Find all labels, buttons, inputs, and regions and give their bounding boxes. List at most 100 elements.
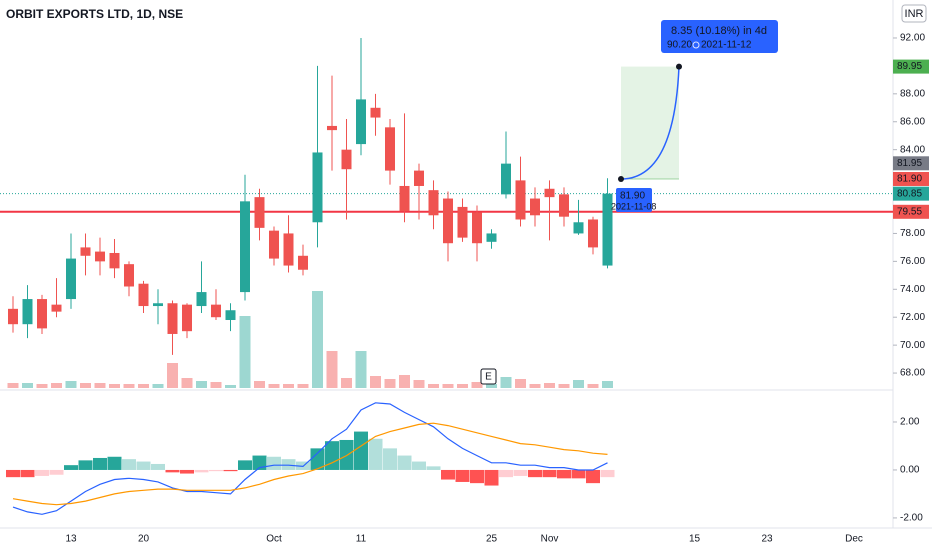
candle-body [399,185,410,212]
price-tag-label: 89.95 [897,61,922,72]
volume-bar [428,384,439,388]
macd-line [12,422,608,506]
histogram-bar [252,455,267,470]
volume-bar [80,383,91,388]
candle-body [385,127,395,171]
histogram-bar [499,469,513,478]
volume-bar [602,381,613,388]
candle-body [22,299,33,325]
candle-body [95,251,105,262]
histogram-bar [165,469,180,473]
volume-bar [210,382,222,388]
start-label-box [616,187,652,212]
volume-bar [399,375,410,388]
histogram-bar [426,466,441,470]
candle-body [80,247,91,256]
macd-line [12,402,608,515]
volume-bar [471,382,483,388]
candle-body [588,219,598,248]
histogram-bar [441,469,455,480]
candle-body [51,304,62,312]
y-tick-label: 78.00 [900,228,925,239]
histogram-bar [194,469,209,473]
tooltip-price: 90.20 [667,40,692,51]
currency-button[interactable] [901,4,927,23]
y-tick-label: 76.00 [900,256,925,267]
histogram-bar [136,461,151,470]
candle-body [544,188,555,198]
histogram-bar [107,456,122,470]
histogram-bar [267,456,281,470]
histogram-bar [470,469,484,484]
histogram-bar [455,469,470,482]
candle-body [501,163,511,195]
candle-body [153,303,163,307]
candle-body [312,152,323,223]
histogram-bar [93,457,107,470]
currency[interactable]: INR [905,8,924,20]
candle-body [124,264,134,287]
event-box [480,368,497,385]
y-tick-label: 74.00 [900,284,925,295]
volume-bar [109,384,120,388]
chart-title: ORBIT EXPORTS LTD, 1D, NSE [6,7,183,21]
y-tick-label: 70.00 [900,340,925,351]
event-marker: E [485,372,492,383]
histogram-bar [354,431,368,470]
x-tick-label: Dec [845,534,863,545]
histogram-bar [209,469,223,472]
volume-bar [7,383,19,388]
candle-body [370,107,381,118]
candle-body [327,125,337,131]
tooltip-box [661,20,778,53]
candle-body [443,198,453,244]
price-tag [893,156,929,171]
histogram-bar [571,469,586,479]
candle-body [167,303,178,334]
candle-body [182,304,192,332]
candle-body [211,304,221,318]
histogram-bar [180,469,194,474]
volume-bar [500,377,512,388]
candle-body [269,230,279,259]
volume-bar [529,384,541,388]
histogram-bar [78,460,93,470]
y-tick-label: 68.00 [900,368,925,379]
volume-bar [355,351,367,388]
candle-body [37,299,47,329]
histogram-bar [542,469,557,478]
x-tick-label: 20 [138,534,150,545]
projection-end [676,63,682,70]
histogram-bar [383,448,397,470]
candle-body [602,193,613,266]
price-tag [893,186,929,201]
volume-bar [196,381,207,388]
candle-body [109,252,120,269]
y-tick-label: 84.00 [900,144,925,155]
tooltip-date: 2021-11-12 [701,40,752,51]
volume-bar [544,383,555,388]
volume-bar [65,381,77,388]
volume-bar [283,384,294,388]
volume-bar [413,380,425,388]
histogram-bar [586,469,600,484]
candle-body [298,255,308,270]
volume-bar [225,385,236,388]
volume-bar [36,384,48,388]
candle-body [240,201,250,293]
candle-body [414,170,424,186]
histogram-bar [281,459,296,470]
y-tick-label: -2.00 [900,513,923,524]
price-tag [893,171,929,186]
y-tick-label: 0.00 [900,465,920,476]
volume-bar [152,384,164,388]
price-tag-label: 81.90 [897,174,922,185]
volume-bar [123,384,135,388]
candle-body [573,222,584,234]
volume-bar [268,384,280,388]
candle-body [515,180,526,220]
histogram-bar [6,469,20,478]
histogram-bar [223,469,238,472]
volume-bar [181,378,193,388]
x-tick-label: 15 [689,534,701,545]
